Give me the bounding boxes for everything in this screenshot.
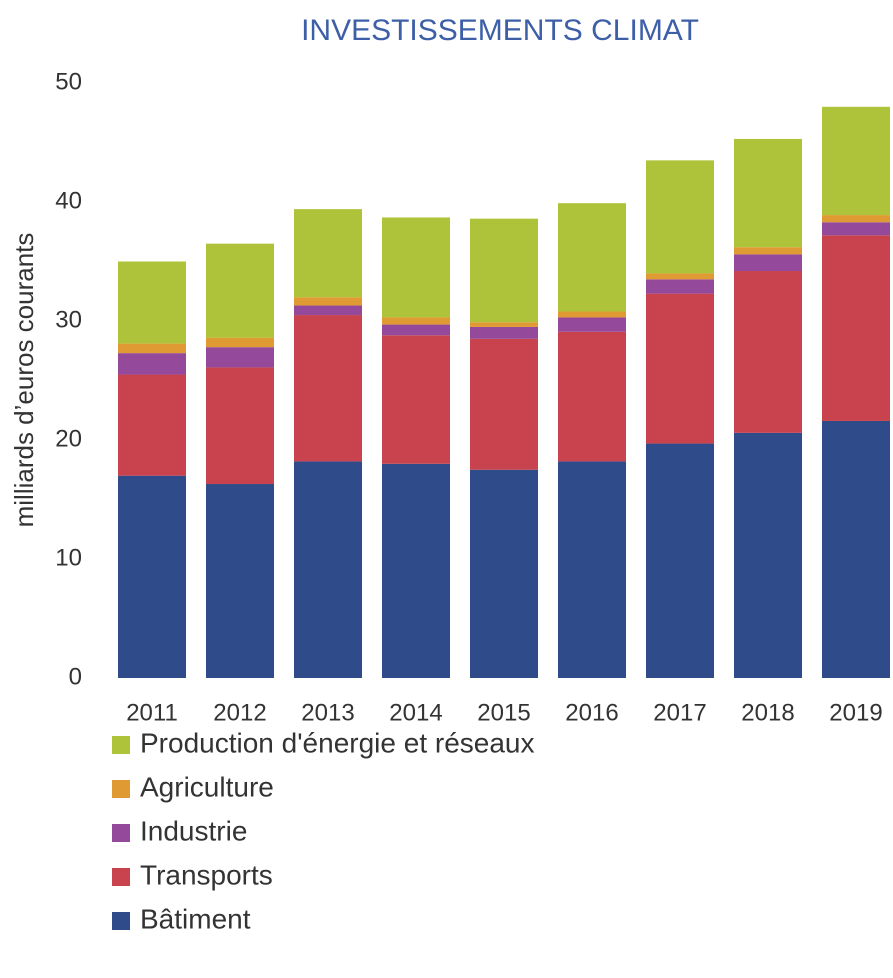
bar-segment xyxy=(646,443,714,678)
bar-segment xyxy=(822,215,890,223)
x-tick-label: 2017 xyxy=(653,699,706,726)
bar-segment xyxy=(294,315,362,462)
x-tick-label: 2016 xyxy=(565,699,618,726)
x-tick-label: 2015 xyxy=(477,699,530,726)
bar-segment xyxy=(822,420,890,678)
y-tick-label: 40 xyxy=(55,187,82,214)
bar-segment xyxy=(734,247,802,255)
legend-swatch xyxy=(112,824,130,842)
legend-label: Bâtiment xyxy=(140,903,251,934)
bar-segment xyxy=(734,254,802,272)
legend-swatch xyxy=(112,912,130,930)
bar-segment xyxy=(470,338,538,470)
bar-segment xyxy=(646,293,714,444)
bar-segment xyxy=(646,279,714,294)
bar-segment xyxy=(206,243,274,338)
legend-swatch xyxy=(112,780,130,798)
bar-segment xyxy=(382,463,450,678)
bar-segment xyxy=(382,217,450,318)
legend-swatch xyxy=(112,736,130,754)
legend-swatch xyxy=(112,868,130,886)
bar-segment xyxy=(470,322,538,327)
bar-segment xyxy=(470,469,538,678)
bar-segment xyxy=(470,326,538,339)
y-tick-label: 20 xyxy=(55,425,82,452)
bar-segment xyxy=(558,461,626,678)
bar-segment xyxy=(382,317,450,325)
bar-segment xyxy=(118,475,186,678)
y-axis-label: milliards d’euros courants xyxy=(9,233,39,528)
bar-segment xyxy=(294,209,362,298)
bar-segment xyxy=(558,203,626,312)
x-tick-label: 2013 xyxy=(301,699,354,726)
y-tick-label: 30 xyxy=(55,306,82,333)
chart-title: INVESTISSEMENTS CLIMAT xyxy=(301,14,699,47)
legend-label: Production d'énergie et réseaux xyxy=(140,727,535,758)
bar-segment xyxy=(822,222,890,236)
x-tick-label: 2011 xyxy=(126,699,178,726)
bar-segment xyxy=(294,305,362,316)
x-tick-label: 2019 xyxy=(829,699,882,726)
y-tick-label: 50 xyxy=(55,68,82,95)
legend-label: Agriculture xyxy=(140,771,274,802)
bar-segment xyxy=(734,271,802,433)
y-tick-label: 10 xyxy=(55,544,82,571)
bar-segment xyxy=(734,138,802,248)
bar-segment xyxy=(206,484,274,678)
legend-label: Industrie xyxy=(140,815,247,846)
y-tick-label: 0 xyxy=(69,663,82,690)
bar-segment xyxy=(822,235,890,421)
x-tick-label: 2014 xyxy=(389,699,442,726)
bar-segment xyxy=(646,160,714,274)
bar-segment xyxy=(558,317,626,332)
bar-segment xyxy=(822,106,890,216)
bar-segment xyxy=(470,218,538,323)
legend-label: Transports xyxy=(140,859,273,890)
bar-segment xyxy=(558,311,626,318)
x-tick-label: 2012 xyxy=(213,699,266,726)
bar-segment xyxy=(294,297,362,306)
bar-segment xyxy=(734,432,802,678)
bar-segment xyxy=(118,353,186,375)
bar-segment xyxy=(118,374,186,476)
bar-segment xyxy=(206,337,274,348)
bar-segment xyxy=(294,461,362,678)
bar-segment xyxy=(558,331,626,462)
bar-segment xyxy=(646,273,714,280)
bar-segment xyxy=(206,367,274,485)
bar-segment xyxy=(118,261,186,344)
bar-segment xyxy=(206,347,274,368)
bar-segment xyxy=(118,343,186,354)
x-tick-label: 2018 xyxy=(741,699,794,726)
bar-segment xyxy=(382,335,450,464)
bar-segment xyxy=(382,324,450,336)
